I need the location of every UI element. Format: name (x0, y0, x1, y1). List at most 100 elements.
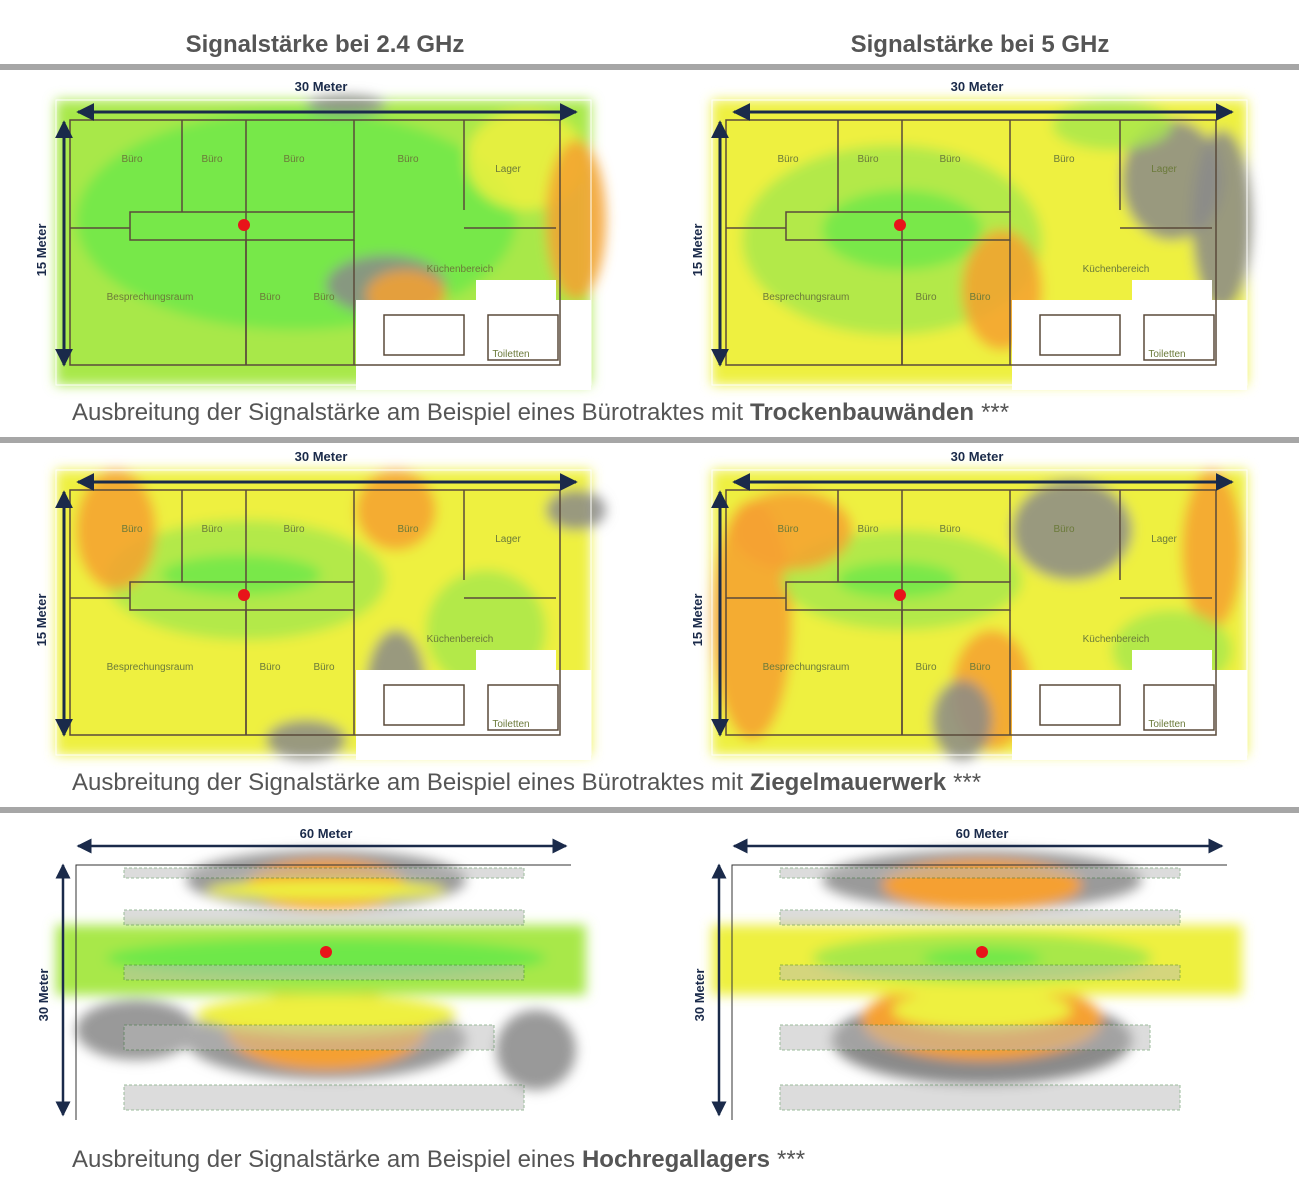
room-label: Büro (1053, 524, 1075, 535)
cutout (1012, 670, 1247, 760)
heat-blob (76, 470, 156, 590)
cutout (476, 650, 556, 675)
cutout (476, 280, 556, 305)
room-label: Büro (313, 662, 335, 673)
shelf-row (123, 1024, 495, 1051)
room-label: Büro (313, 292, 335, 303)
outline (75, 864, 571, 1120)
heatmap: Büro Büro Büro Büro Lager Besprechungsraum Bür… (690, 79, 1252, 390)
heat-blob (546, 490, 606, 530)
heatmap: Büro Büro Büro Büro Lager Besprechungsraum Bür… (34, 449, 606, 760)
room-label: Toiletten (1148, 719, 1185, 730)
column-header: Signalstärke bei 2.4 GHz (186, 31, 465, 58)
room-label: Lager (1151, 164, 1177, 175)
wall (1039, 684, 1121, 726)
cutout (1012, 300, 1247, 390)
cutout (1132, 650, 1212, 675)
heatmap: 60 Meter 30 Meter (36, 826, 586, 1120)
room-label: Lager (495, 534, 521, 545)
access-point (894, 219, 906, 231)
heat-layer (56, 470, 606, 760)
room-label: Büro (121, 154, 143, 165)
shelf-row (779, 909, 1181, 926)
width-label: 30 Meter (951, 79, 1004, 94)
width-label: 30 Meter (951, 449, 1004, 464)
room-label: Büro (259, 662, 281, 673)
caption-suffix: *** (953, 769, 981, 796)
access-point (238, 219, 250, 231)
caption: Ausbreitung der Signalstärke am Beispiel… (72, 769, 981, 796)
shelf-row (779, 964, 1181, 981)
room-label: Büro (201, 154, 223, 165)
room-label: Lager (495, 164, 521, 175)
divider (0, 64, 1299, 70)
room-label: Büro (397, 154, 419, 165)
room-label: Büro (915, 662, 937, 673)
room-label: Küchenbereich (427, 264, 494, 275)
room-label: Küchenbereich (1083, 634, 1150, 645)
room-label: Büro (397, 524, 419, 535)
room-label: Büro (283, 154, 305, 165)
height-label: 30 Meter (36, 969, 51, 1022)
room-label: Büro (857, 524, 879, 535)
height-label: 15 Meter (34, 594, 49, 647)
room-label: Büro (969, 292, 991, 303)
room-label: Küchenbereich (427, 634, 494, 645)
room-label: Büro (939, 524, 961, 535)
room-label: Büro (283, 524, 305, 535)
wall (785, 581, 1011, 611)
wall (785, 211, 1011, 241)
room-label: Büro (969, 662, 991, 673)
shelf-row (779, 1024, 1151, 1051)
room-label: Besprechungsraum (107, 292, 194, 303)
divider (0, 807, 1299, 813)
access-point (238, 589, 250, 601)
room-label: Büro (121, 524, 143, 535)
access-point (320, 946, 332, 958)
heat-blob (1182, 470, 1242, 630)
cutout (356, 670, 591, 760)
wall (383, 684, 465, 726)
caption-bold: Hochregallagers (582, 1146, 770, 1173)
caption-suffix: *** (981, 399, 1009, 426)
heatmap: 60 Meter 30 Meter (692, 826, 1242, 1120)
access-point (976, 946, 988, 958)
room-label: Büro (857, 154, 879, 165)
room-label: Besprechungsraum (763, 292, 850, 303)
shelf-row (779, 1084, 1181, 1111)
cutout (356, 300, 591, 390)
room-label: Toiletten (492, 349, 529, 360)
heat-blob (837, 562, 957, 598)
heat-blob (932, 680, 992, 760)
wall (1039, 314, 1121, 356)
heat-blob (266, 720, 346, 760)
caption-suffix: *** (777, 1146, 805, 1173)
wall (383, 314, 465, 356)
heatmap: Büro Büro Büro Büro Lager Besprechungsraum Bür… (690, 449, 1248, 760)
shelf-row (123, 867, 525, 879)
caption: Ausbreitung der Signalstärke am Beispiel… (72, 399, 1009, 426)
shelf-row (779, 867, 1181, 879)
room-label: Besprechungsraum (763, 662, 850, 673)
room-label: Büro (777, 154, 799, 165)
height-label: 30 Meter (692, 969, 707, 1022)
room-label: Büro (259, 292, 281, 303)
heatmap: Büro Büro Büro Büro Lager Besprechungsraum Bür… (34, 79, 606, 390)
room-label: Toiletten (1148, 349, 1185, 360)
shelf-row (123, 1084, 525, 1111)
heat-blob (206, 880, 446, 900)
room-label: Büro (939, 154, 961, 165)
column-header: Signalstärke bei 5 GHz (851, 31, 1110, 58)
width-label: 60 Meter (300, 826, 353, 841)
caption-bold: Trockenbauwänden (750, 399, 974, 426)
heat-blob (892, 990, 1072, 1030)
width-label: 60 Meter (956, 826, 1009, 841)
room-label: Büro (1053, 154, 1075, 165)
caption-bold: Ziegelmauerwerk (750, 769, 947, 796)
room-label: Küchenbereich (1083, 264, 1150, 275)
room-label: Lager (1151, 534, 1177, 545)
room-label: Toiletten (492, 719, 529, 730)
outline (731, 864, 1227, 1120)
heat-blob (1052, 100, 1172, 150)
